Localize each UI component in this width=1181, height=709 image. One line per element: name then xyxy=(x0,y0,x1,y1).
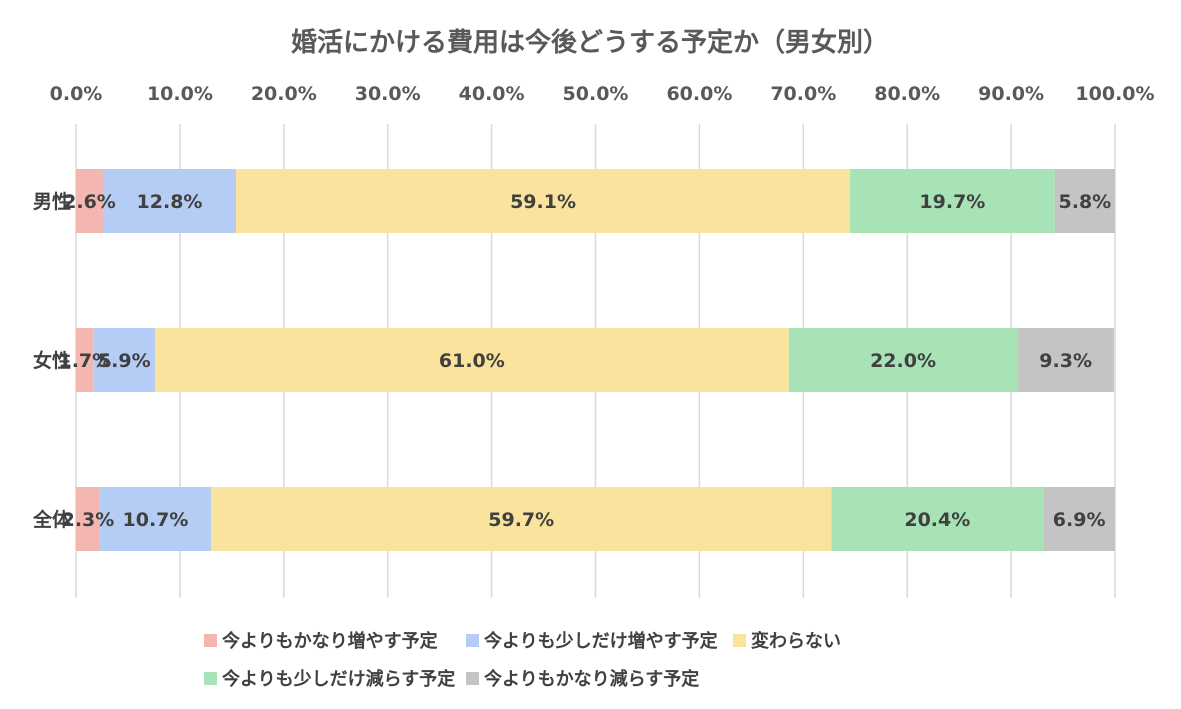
legend-swatch xyxy=(204,672,217,685)
data-label: 1.7% xyxy=(58,350,111,372)
data-label: 6.9% xyxy=(1053,509,1106,531)
bar-segment xyxy=(211,487,832,551)
data-label: 20.4% xyxy=(904,509,970,531)
x-tick-label: 0.0% xyxy=(50,83,103,105)
data-label: 9.3% xyxy=(1039,350,1092,372)
x-tick-label: 30.0% xyxy=(355,83,421,105)
legend-label: 今よりも少しだけ増やす予定 xyxy=(484,630,718,652)
legend-label: 変わらない xyxy=(751,630,841,652)
x-tick-label: 80.0% xyxy=(874,83,940,105)
bar-segment xyxy=(76,328,94,392)
chart-title: 婚活にかける費用は今後どうする予定か（男女別） xyxy=(291,27,889,58)
data-label: 5.8% xyxy=(1059,191,1112,213)
data-label: 22.0% xyxy=(870,350,936,372)
x-tick-label: 60.0% xyxy=(666,83,732,105)
data-label: 59.1% xyxy=(510,191,576,213)
bar-segment xyxy=(76,169,104,233)
data-label: 59.7% xyxy=(488,509,554,531)
x-tick-label: 20.0% xyxy=(251,83,317,105)
x-tick-label: 50.0% xyxy=(563,83,629,105)
x-tick-label: 40.0% xyxy=(459,83,525,105)
bar-segment xyxy=(1054,169,1115,233)
legend-label: 今よりもかなり増やす予定 xyxy=(222,630,438,652)
x-axis-ticks: 0.0% 10.0% 20.0% 30.0% 40.0% 50.0% 60.0% 70.0% 8… xyxy=(50,83,1155,105)
legend-label: 今よりも少しだけ減らす予定 xyxy=(222,668,455,690)
bar-segment xyxy=(1017,328,1114,392)
legend: 今よりもかなり増やす予定 今よりも少しだけ増やす予定 変わらない今よりも少しだけ減ら… xyxy=(204,630,841,690)
data-label: 5.9% xyxy=(98,350,151,372)
data-label: 2.6% xyxy=(63,191,116,213)
bars xyxy=(76,169,1115,551)
x-tick-label: 100.0% xyxy=(1075,83,1154,105)
bar-segment xyxy=(788,328,1018,392)
category-label: 全体 xyxy=(32,508,72,531)
data-label: 12.8% xyxy=(137,191,203,213)
legend-swatch xyxy=(466,672,479,685)
data-label: 10.7% xyxy=(123,509,189,531)
x-tick-label: 90.0% xyxy=(978,83,1044,105)
x-tick-label: 10.0% xyxy=(147,83,213,105)
legend-swatch xyxy=(204,634,217,647)
legend-swatch xyxy=(733,634,746,647)
bar-segment xyxy=(831,487,1044,551)
bar-segment xyxy=(103,169,237,233)
bar-segment xyxy=(850,169,1055,233)
bar-segment xyxy=(93,328,155,392)
legend-label: 今よりもかなり減らす予定 xyxy=(484,668,699,690)
bar-segment xyxy=(236,169,851,233)
x-tick-label: 70.0% xyxy=(770,83,836,105)
bar-segment xyxy=(99,487,212,551)
bar-segment xyxy=(76,487,100,551)
category-label: 男性 xyxy=(33,190,71,213)
data-label: 2.3% xyxy=(62,509,115,531)
bar-segment xyxy=(154,328,789,392)
data-label: 19.7% xyxy=(919,191,985,213)
bar-segment xyxy=(1043,487,1115,551)
data-label: 61.0% xyxy=(439,350,505,372)
category-label: 女性 xyxy=(33,349,71,372)
legend-swatch xyxy=(466,634,479,647)
data-labels: 2.6% 12.8% 59.1% 19.7% 5.8% 1.7%5.9% 61.0% 22.0… xyxy=(58,191,1111,531)
